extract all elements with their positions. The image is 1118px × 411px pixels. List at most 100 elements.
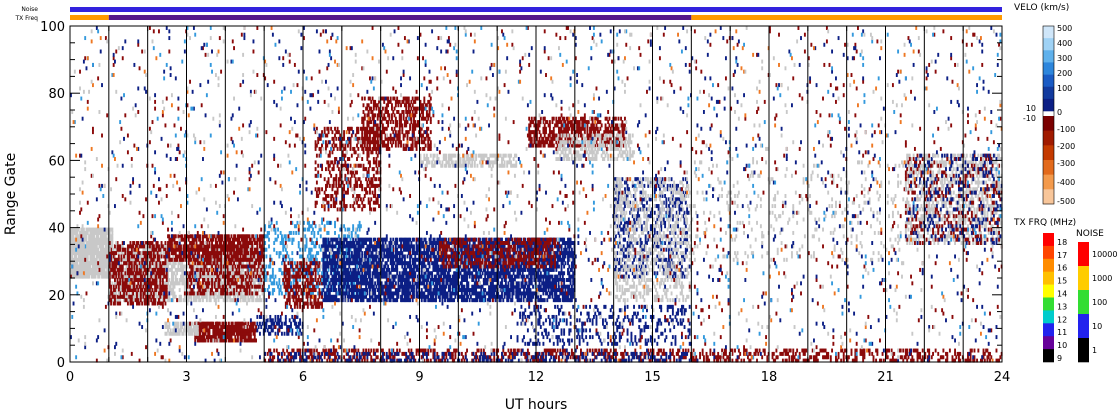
scatter-cell [251,321,254,326]
scatter-cell [354,170,357,175]
scatter-cell [260,288,263,293]
scatter-cell [277,227,279,232]
scatter-cell [339,207,342,212]
scatter-cell [147,244,150,249]
scatter-cell [393,126,396,131]
scatter-cell [130,244,133,249]
scatter-cell [165,247,168,252]
scatter-cell [106,274,109,279]
scatter-cell [238,267,241,272]
scatter-cell [95,251,98,256]
scatter-cell [199,261,202,266]
scatter-cell [413,99,415,104]
scatter-cell [220,294,223,299]
scatter-cell [186,294,189,299]
scatter-cell [130,271,133,276]
scatter-cell [380,120,383,125]
scatter-cell [226,251,229,256]
scatter-cell [337,177,340,182]
scatter-cell [394,103,397,108]
scatter-cell [303,304,305,309]
scatter-cell [278,288,281,293]
scatter-cell [287,261,290,266]
scatter-cell [392,110,395,114]
scatter-cell [343,163,346,168]
scatter-cell [299,304,302,309]
scatter-cell [151,301,154,306]
scatter-cell [214,281,217,286]
scatter-cell [244,257,247,262]
scatter-cell [142,281,145,286]
scatter-cell [242,294,245,299]
scatter-cell [229,241,232,245]
scatter-cell [155,251,158,256]
scatter-cell [167,281,169,286]
scatter-cell [369,163,371,168]
scatter-cell [203,261,206,266]
scatter-cell [253,338,256,343]
scatter-cell [362,167,365,172]
scatter-cell [84,254,87,259]
scatter-cell [427,113,430,118]
scatter-cell [365,130,368,135]
scatter-cell [104,227,107,232]
scatter-cell [194,281,197,286]
scatter-cell [76,267,79,272]
scatter-cell [164,264,167,269]
scatter-cell [172,244,175,249]
scatter-cell [256,284,259,289]
scatter-cell [181,274,184,279]
scatter-cell [312,278,314,282]
scatter-cell [323,237,326,242]
scatter-cell [271,291,274,296]
scatter-cell [203,278,206,282]
scatter-cell [172,271,175,276]
scatter-cell [86,257,89,262]
scatter-cell [220,244,223,249]
scatter-cell [183,284,186,289]
scatter-cell [89,230,92,235]
scatter-cell [86,230,89,235]
scatter-cell [292,237,295,242]
scatter-cell [385,103,388,108]
scatter-cell [112,257,115,262]
scatter-cell [348,126,351,131]
scatter-cell [204,288,207,293]
scatter-cell [155,267,158,272]
scatter-cell [183,257,186,262]
scatter-cell [286,301,289,306]
scatter-cell [347,143,349,148]
scatter-cell [246,244,248,249]
scatter-cell [102,251,105,256]
scatter-cell [341,180,344,185]
scatter-cell [170,267,173,272]
scatter-cell [270,321,273,326]
scatter-cell [309,247,312,252]
scatter-cell [341,136,344,141]
scatter-cell [323,224,326,229]
scatter-cell [247,328,250,333]
scatter-cell [132,294,135,299]
scatter-cell [194,237,197,242]
scatter-cell [195,335,198,340]
scatter-cell [226,298,229,303]
scatter-cell [229,325,232,329]
scatter-cell [334,204,336,209]
scatter-cell [383,96,386,101]
scatter-cell [239,328,242,333]
scatter-cell [229,274,232,279]
scatter-cell [211,264,213,269]
scatter-cell [226,281,229,286]
scatter-cell [380,113,383,118]
scatter-cell [387,120,390,125]
scatter-cell [398,113,401,118]
scatter-cell [309,284,312,289]
scatter-cell [406,96,409,101]
scatter-cell [117,244,120,249]
scatter-cell [226,267,229,272]
scatter-cell [120,257,123,262]
scatter-cell [154,301,157,306]
scatter-cell [130,288,133,293]
scatter-cell [328,298,331,303]
scatter-cell [419,113,422,118]
